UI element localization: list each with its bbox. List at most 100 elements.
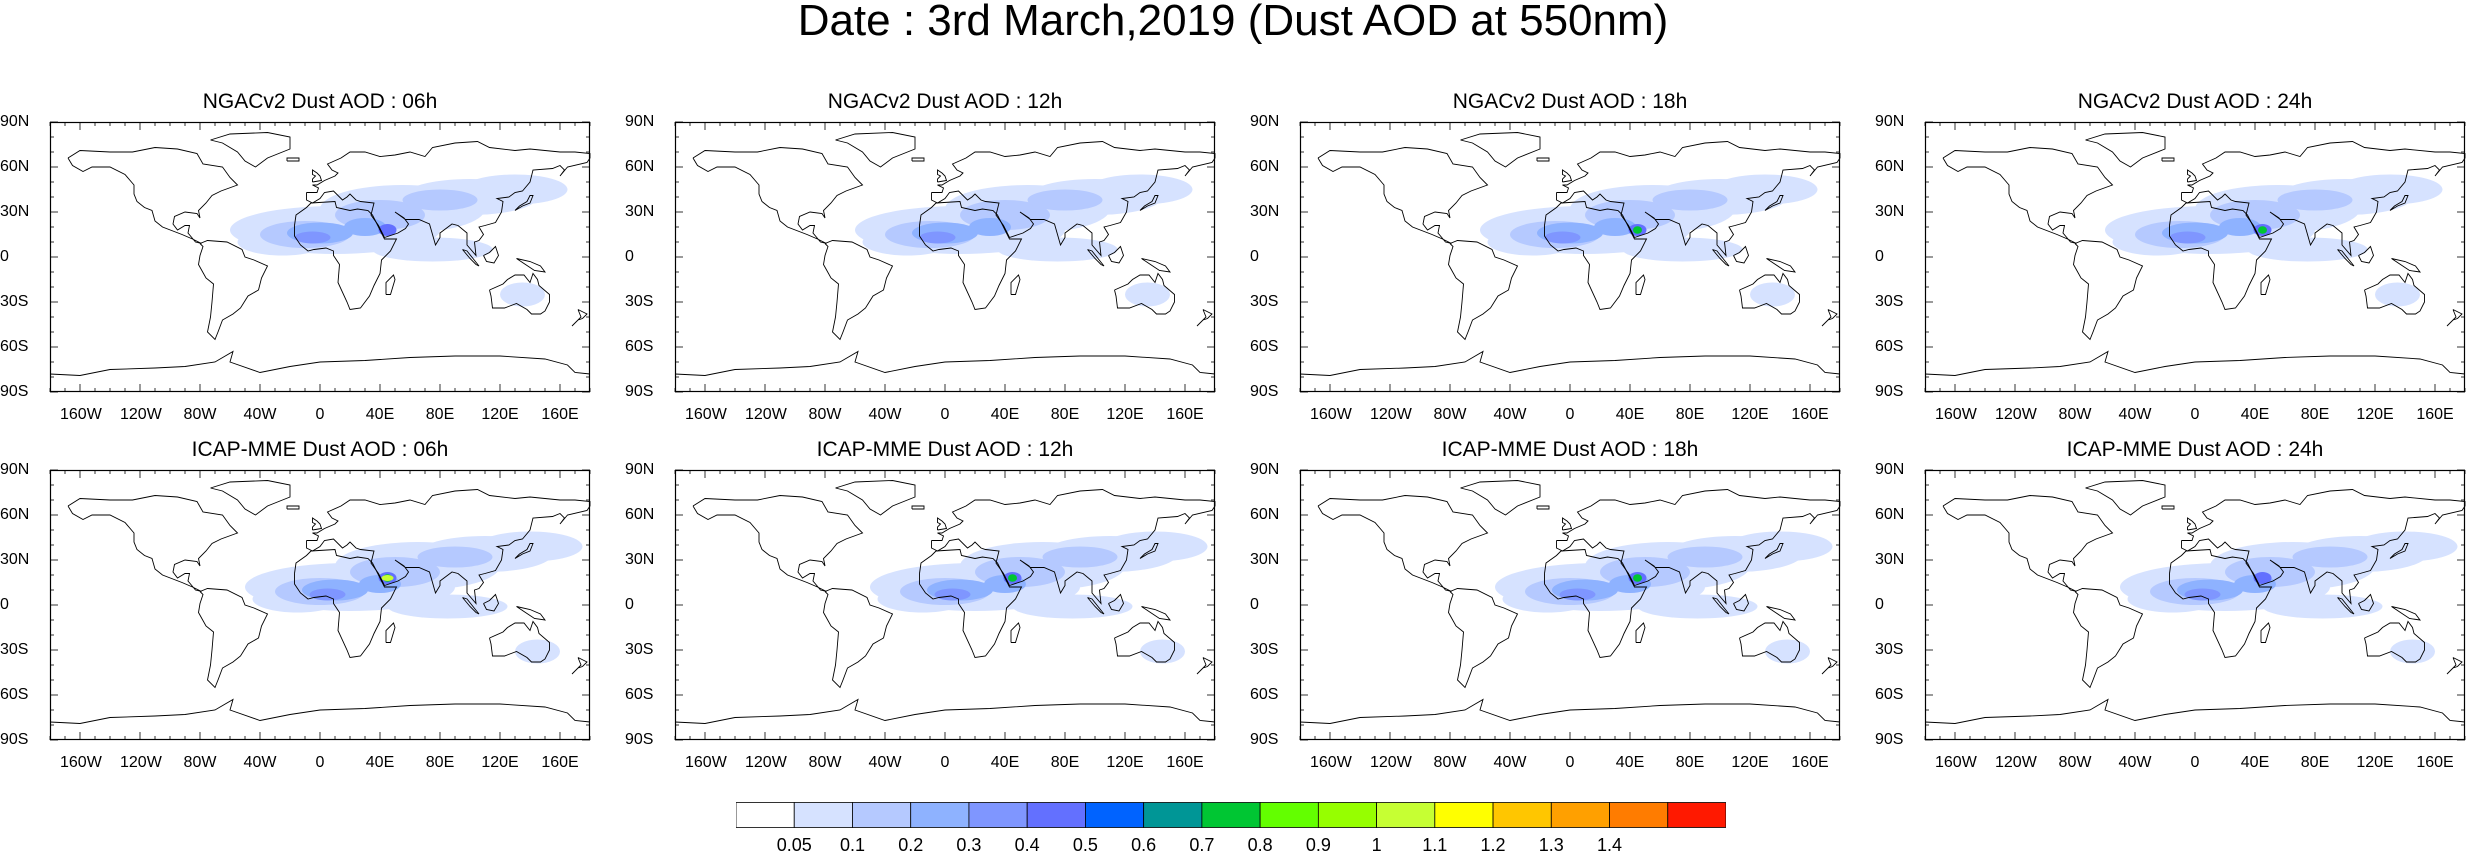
- dust-hotspot: [2253, 572, 2272, 584]
- uk-outline: [937, 169, 948, 183]
- panel-title: ICAP-MME Dust AOD : 06h: [191, 438, 449, 461]
- lat-tick-label: 90N: [1875, 461, 1905, 478]
- dust-region: [1637, 594, 1758, 619]
- lon-tick-label: 40W: [2118, 754, 2152, 771]
- uk-outline: [312, 517, 323, 531]
- map-background: [50, 122, 590, 392]
- north-america-outline: [1942, 147, 2114, 244]
- colorbar-label: 1: [1371, 835, 1382, 855]
- lon-tick-label: 160W: [1935, 754, 1977, 771]
- lon-tick-label: 120W: [1995, 754, 2037, 771]
- iceland-outline: [286, 505, 300, 510]
- japan-outline: [514, 195, 534, 211]
- colorbar-label: 1.1: [1422, 835, 1448, 855]
- madagascar-outline: [1635, 274, 1646, 295]
- coastlines: [674, 480, 1216, 724]
- africa-outline: [2169, 201, 2273, 310]
- south-america-outline: [1448, 240, 1519, 341]
- borneo-outline: [483, 245, 499, 264]
- lon-tick-label: 80E: [1675, 754, 1705, 771]
- japan-outline: [2389, 195, 2409, 211]
- figure-title: Date : 3rd March,2019 (Dust AOD at 550nm…: [797, 0, 1669, 45]
- north-america-outline: [692, 495, 864, 592]
- tick-marks: [674, 121, 1216, 393]
- lon-tick-label: 80W: [808, 406, 842, 423]
- africa-outline: [919, 201, 1023, 310]
- uk-outline: [1562, 169, 1573, 183]
- dust-field: [230, 174, 568, 307]
- lat-tick-label: 30S: [625, 293, 654, 310]
- north-america-outline: [1942, 495, 2114, 592]
- lon-tick-label: 40W: [1493, 406, 1527, 423]
- colorbar-svg: [735, 802, 1727, 828]
- panel-title: NGACv2 Dust AOD : 06h: [202, 90, 438, 113]
- new-zealand-outline: [571, 657, 588, 675]
- lon-tick-label: 120W: [1370, 754, 1412, 771]
- greenland-outline: [210, 480, 291, 516]
- map-panel: [1299, 121, 1841, 393]
- lon-tick-label: 120E: [2356, 406, 2394, 423]
- colorbar-swatch: [1550, 802, 1610, 828]
- uk-outline: [312, 169, 323, 183]
- lat-tick-label: 0: [1875, 596, 1884, 613]
- lon-tick-label: 120E: [481, 406, 519, 423]
- lat-tick-label: 60N: [1250, 506, 1280, 523]
- lon-tick-label: 80E: [1050, 406, 1080, 423]
- map-background: [675, 122, 1215, 392]
- australia-outline: [489, 272, 550, 315]
- lat-tick-label: 90S: [1250, 731, 1279, 748]
- lon-tick-label: 120W: [1370, 406, 1412, 423]
- tick-marks: [674, 469, 1216, 741]
- lat-tick-label: 90N: [1250, 461, 1280, 478]
- new-guinea-outline: [516, 606, 547, 621]
- colorbar-swatch: [852, 802, 912, 828]
- lat-tick-label: 30N: [0, 551, 30, 568]
- iceland-outline: [911, 157, 925, 162]
- dust-region: [477, 531, 583, 562]
- borneo-outline: [483, 593, 499, 612]
- lat-tick-label: 60N: [0, 506, 30, 523]
- dust-region: [2219, 218, 2261, 236]
- lat-tick-label: 60N: [1250, 158, 1280, 175]
- new-guinea-outline: [1766, 258, 1797, 273]
- new-guinea-outline: [1141, 258, 1172, 273]
- lat-tick-label: 0: [625, 596, 634, 613]
- colorbar-label: 1.2: [1480, 835, 1506, 855]
- colorbar-label: 0.8: [1247, 835, 1273, 855]
- new-zealand-outline: [571, 309, 588, 327]
- new-guinea-outline: [2391, 258, 2422, 273]
- lat-tick-label: 30S: [1875, 293, 1904, 310]
- colorbar-swatch: [1317, 802, 1377, 828]
- panel-title: ICAP-MME Dust AOD : 18h: [1441, 438, 1699, 461]
- lat-tick-label: 60N: [1875, 506, 1905, 523]
- greenland-outline: [1460, 480, 1541, 516]
- borneo-outline: [2358, 593, 2374, 612]
- lon-tick-label: 80E: [2300, 754, 2330, 771]
- north-america-outline: [692, 147, 864, 244]
- lat-tick-label: 0: [0, 596, 9, 613]
- lat-tick-label: 90N: [0, 461, 30, 478]
- north-america-outline: [1317, 147, 1489, 244]
- antarctica-coast-outline: [1299, 698, 1841, 724]
- north-america-outline: [1317, 495, 1489, 592]
- colorbar-label: 0.6: [1131, 835, 1157, 855]
- new-guinea-outline: [1141, 606, 1172, 621]
- lon-tick-label: 0: [315, 406, 325, 423]
- map-panel: [1299, 469, 1841, 741]
- lon-tick-label: 160W: [60, 754, 102, 771]
- lon-tick-label: 160W: [685, 406, 727, 423]
- lon-tick-label: 40W: [243, 406, 277, 423]
- colorbar: [735, 802, 1727, 828]
- map-panel: [49, 121, 591, 393]
- iceland-outline: [2161, 157, 2175, 162]
- dust-region: [1667, 546, 1743, 568]
- lat-tick-label: 90N: [1250, 113, 1280, 130]
- lat-tick-label: 60N: [625, 506, 655, 523]
- madagascar-outline: [2260, 274, 2271, 295]
- lon-tick-label: 40E: [990, 754, 1020, 771]
- dust-region: [2247, 237, 2368, 262]
- tick-marks: [1299, 121, 1841, 393]
- lat-tick-label: 90N: [625, 461, 655, 478]
- lon-tick-label: 80W: [1433, 406, 1467, 423]
- lat-tick-label: 0: [1875, 248, 1884, 265]
